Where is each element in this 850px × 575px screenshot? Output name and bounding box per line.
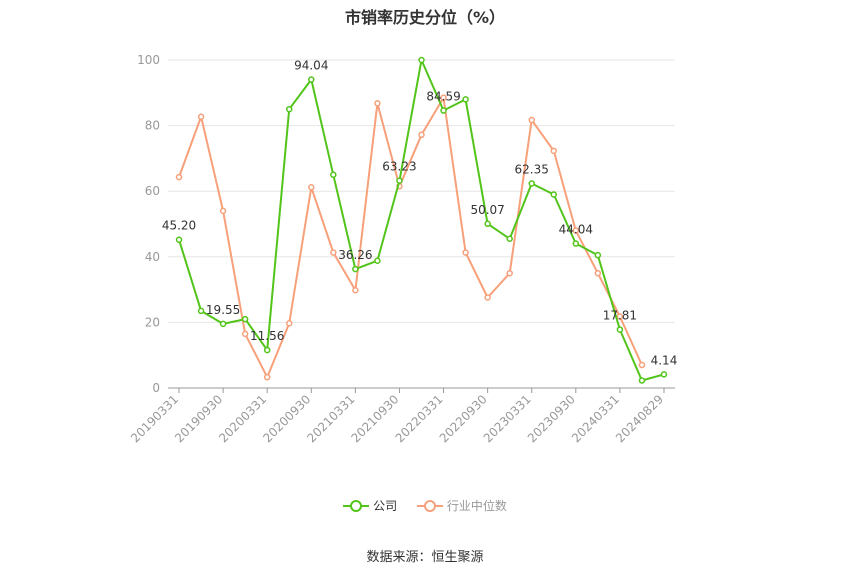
point-company — [263, 346, 271, 354]
grid-layer — [168, 59, 675, 323]
point-company — [241, 315, 249, 323]
point-company — [616, 326, 624, 333]
point-industry — [440, 94, 447, 101]
point-company — [440, 107, 447, 114]
y-tick-label: 100 — [137, 53, 160, 67]
legend-item-industry[interactable]: 行业中位数 — [416, 497, 507, 514]
point-industry — [263, 373, 271, 381]
data-label: 94.04 — [294, 59, 328, 73]
y-tick-label: 60 — [145, 184, 160, 198]
chart-title: 市销率历史分位（%） — [344, 8, 506, 27]
label-layer: 45.20 19.55 11.56 94.04 36.26 63.23 84.59 50.07… — [162, 59, 677, 368]
point-company — [352, 265, 359, 273]
point-company — [308, 76, 315, 83]
point-industry — [484, 294, 491, 301]
data-label: 62.35 — [515, 162, 549, 176]
source-note: 数据来源：恒生聚源 — [366, 550, 484, 565]
data-label: 63.23 — [382, 160, 416, 174]
point-industry — [572, 227, 580, 234]
point-industry — [462, 249, 469, 256]
x-tick-label: 20240829 — [613, 392, 666, 445]
data-label: 45.20 — [162, 219, 196, 233]
point-industry — [241, 330, 249, 338]
data-label: 50.07 — [470, 203, 504, 217]
series-layer — [175, 56, 668, 384]
point-company — [175, 236, 183, 243]
data-label: 44.04 — [559, 223, 593, 237]
point-company — [660, 371, 668, 378]
point-company — [285, 105, 293, 113]
point-company — [550, 191, 558, 198]
point-company — [330, 171, 337, 179]
data-label: 4.14 — [651, 353, 678, 367]
point-industry — [219, 207, 227, 215]
data-label: 17.81 — [603, 309, 637, 323]
point-industry — [506, 269, 513, 277]
point-company — [418, 56, 425, 64]
point-industry — [374, 100, 381, 107]
point-industry — [550, 147, 558, 155]
point-company — [528, 180, 535, 187]
legend-label-company: 公司 — [373, 499, 398, 513]
legend-marker-company-icon — [343, 499, 370, 512]
point-company — [396, 177, 403, 184]
y-tick-label: 20 — [145, 315, 160, 329]
legend-item-company[interactable]: 公司 — [343, 497, 397, 514]
point-industry — [197, 113, 205, 120]
point-company — [572, 240, 580, 247]
axis-layer: 0204060801002019033120190930202003312020… — [128, 53, 675, 445]
point-industry — [638, 361, 646, 369]
point-industry — [330, 249, 337, 256]
point-industry — [352, 287, 359, 294]
point-industry — [308, 184, 315, 191]
point-industry — [616, 313, 624, 320]
data-label: 84.59 — [426, 90, 460, 104]
point-company — [506, 235, 513, 243]
point-company — [638, 377, 646, 384]
point-company — [462, 96, 469, 103]
point-industry — [594, 269, 602, 277]
data-label: 11.56 — [250, 329, 284, 343]
point-company — [594, 251, 602, 259]
legend-marker-industry-icon — [416, 499, 443, 512]
point-company — [374, 257, 381, 264]
legend-label-industry: 行业中位数 — [446, 499, 507, 513]
point-industry — [418, 131, 425, 139]
series-line-industry — [178, 96, 643, 379]
point-industry — [175, 173, 183, 181]
point-industry — [285, 320, 293, 327]
point-industry — [528, 116, 535, 124]
y-tick-label: 80 — [145, 119, 160, 133]
y-tick-label: 40 — [145, 250, 160, 264]
data-label: 19.55 — [206, 303, 240, 317]
legend: 公司 行业中位数 — [0, 497, 850, 516]
y-tick-label: 0 — [152, 381, 160, 395]
point-company — [484, 220, 491, 228]
point-company — [219, 320, 227, 328]
point-company — [197, 307, 205, 315]
data-label: 36.26 — [338, 248, 372, 262]
